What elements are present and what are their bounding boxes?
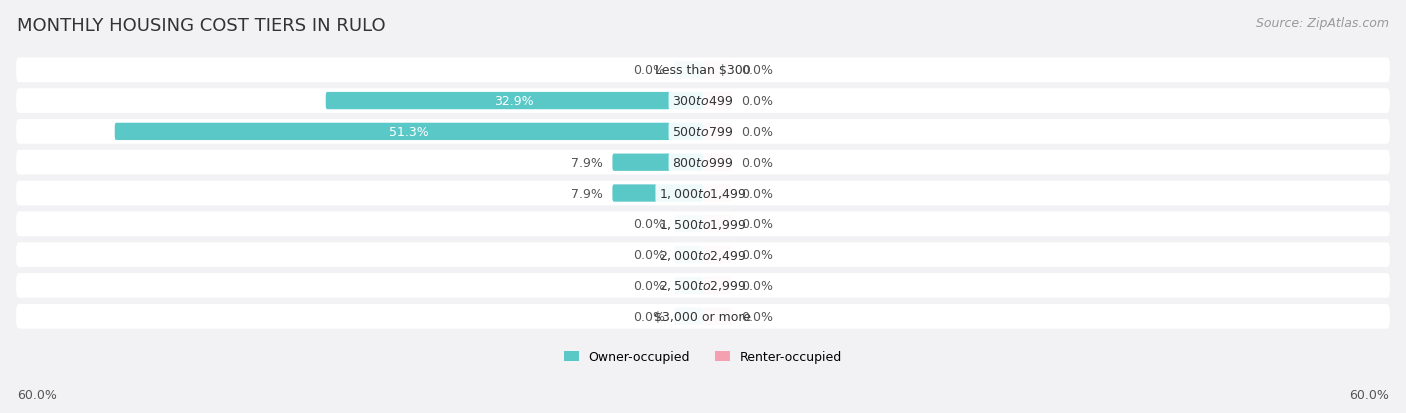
FancyBboxPatch shape — [613, 185, 703, 202]
Text: 0.0%: 0.0% — [741, 126, 773, 138]
Text: Less than $300: Less than $300 — [655, 64, 751, 77]
FancyBboxPatch shape — [15, 89, 1391, 114]
Text: 0.0%: 0.0% — [633, 279, 665, 292]
FancyBboxPatch shape — [15, 120, 1391, 145]
FancyBboxPatch shape — [675, 216, 703, 233]
Legend: Owner-occupied, Renter-occupied: Owner-occupied, Renter-occupied — [558, 345, 848, 368]
FancyBboxPatch shape — [675, 62, 703, 79]
FancyBboxPatch shape — [703, 277, 731, 294]
Text: 0.0%: 0.0% — [741, 157, 773, 169]
FancyBboxPatch shape — [703, 308, 731, 325]
Text: $500 to $799: $500 to $799 — [672, 126, 734, 138]
Text: $1,000 to $1,499: $1,000 to $1,499 — [659, 187, 747, 201]
Text: 60.0%: 60.0% — [17, 388, 56, 401]
FancyBboxPatch shape — [703, 185, 731, 202]
FancyBboxPatch shape — [15, 304, 1391, 329]
Text: 7.9%: 7.9% — [571, 187, 603, 200]
Text: 7.9%: 7.9% — [571, 157, 603, 169]
FancyBboxPatch shape — [675, 308, 703, 325]
FancyBboxPatch shape — [15, 273, 1391, 298]
Text: $1,500 to $1,999: $1,500 to $1,999 — [659, 217, 747, 231]
FancyBboxPatch shape — [703, 154, 731, 171]
Text: 0.0%: 0.0% — [741, 249, 773, 261]
Text: 0.0%: 0.0% — [741, 279, 773, 292]
FancyBboxPatch shape — [675, 277, 703, 294]
FancyBboxPatch shape — [703, 216, 731, 233]
Text: 0.0%: 0.0% — [633, 218, 665, 231]
FancyBboxPatch shape — [326, 93, 703, 110]
Text: 60.0%: 60.0% — [1350, 388, 1389, 401]
FancyBboxPatch shape — [15, 58, 1391, 83]
Text: $3,000 or more: $3,000 or more — [655, 310, 751, 323]
Text: MONTHLY HOUSING COST TIERS IN RULO: MONTHLY HOUSING COST TIERS IN RULO — [17, 17, 385, 34]
Text: 32.9%: 32.9% — [495, 95, 534, 108]
FancyBboxPatch shape — [15, 181, 1391, 206]
Text: $2,000 to $2,499: $2,000 to $2,499 — [659, 248, 747, 262]
Text: Source: ZipAtlas.com: Source: ZipAtlas.com — [1256, 17, 1389, 29]
FancyBboxPatch shape — [15, 212, 1391, 237]
FancyBboxPatch shape — [613, 154, 703, 171]
Text: 0.0%: 0.0% — [741, 187, 773, 200]
Text: 0.0%: 0.0% — [633, 64, 665, 77]
Text: 0.0%: 0.0% — [741, 64, 773, 77]
FancyBboxPatch shape — [15, 243, 1391, 267]
FancyBboxPatch shape — [703, 247, 731, 263]
Text: 0.0%: 0.0% — [633, 249, 665, 261]
Text: $2,500 to $2,999: $2,500 to $2,999 — [659, 279, 747, 293]
FancyBboxPatch shape — [115, 123, 703, 141]
Text: 0.0%: 0.0% — [741, 310, 773, 323]
FancyBboxPatch shape — [703, 123, 731, 141]
Text: 0.0%: 0.0% — [741, 95, 773, 108]
Text: 0.0%: 0.0% — [633, 310, 665, 323]
FancyBboxPatch shape — [15, 150, 1391, 175]
FancyBboxPatch shape — [703, 93, 731, 110]
Text: $300 to $499: $300 to $499 — [672, 95, 734, 108]
Text: 51.3%: 51.3% — [389, 126, 429, 138]
Text: 0.0%: 0.0% — [741, 218, 773, 231]
Text: $800 to $999: $800 to $999 — [672, 157, 734, 169]
FancyBboxPatch shape — [703, 62, 731, 79]
FancyBboxPatch shape — [675, 247, 703, 263]
